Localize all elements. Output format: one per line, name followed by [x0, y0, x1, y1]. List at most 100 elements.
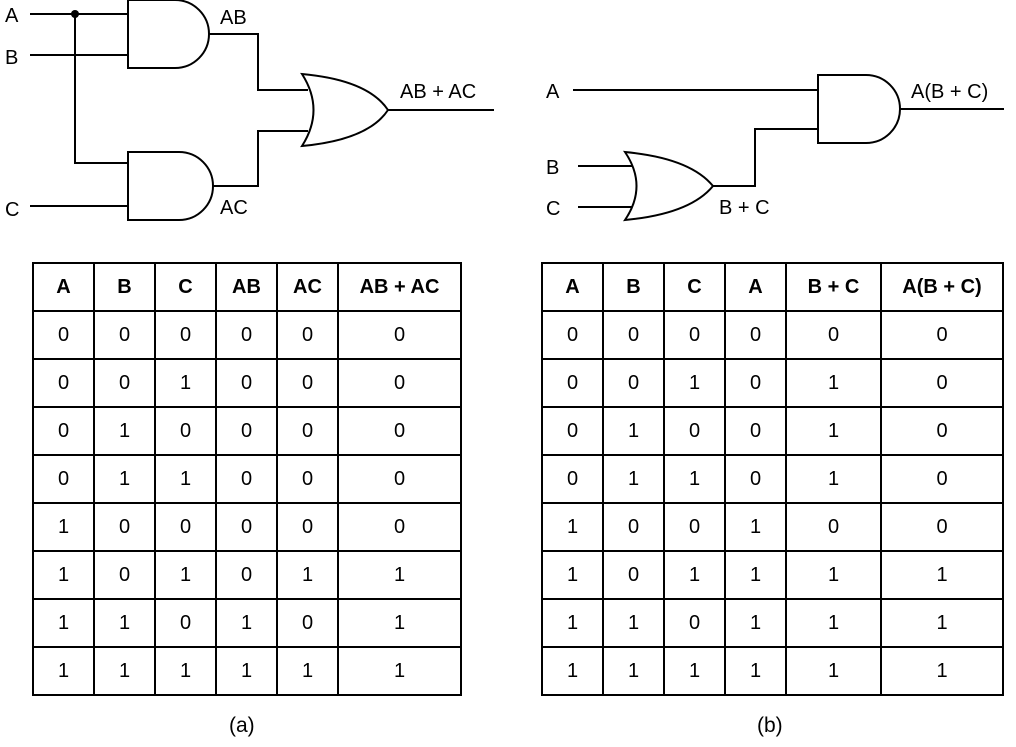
column-header: A(B + C) — [880, 262, 1004, 312]
input-label-b-b: B — [546, 157, 559, 179]
column-header: A — [541, 262, 604, 312]
wire-ac — [213, 130, 308, 187]
column-header: A — [724, 262, 787, 312]
table-cell: 0 — [785, 310, 882, 360]
table-cell: 0 — [541, 454, 604, 504]
column-header: A — [32, 262, 95, 312]
table-cell: 1 — [880, 550, 1004, 600]
table-cell: 1 — [785, 598, 882, 648]
table-cell: 0 — [93, 502, 156, 552]
column-header: AC — [276, 262, 339, 312]
label-ac: AC — [220, 197, 248, 219]
table-cell: 1 — [724, 646, 787, 696]
table-cell: 0 — [215, 406, 278, 456]
table-cell: 1 — [337, 646, 462, 696]
and-gate-top — [127, 0, 210, 69]
input-label-b: B — [5, 47, 18, 69]
and-gate-b — [817, 74, 901, 144]
table-cell: 1 — [154, 550, 217, 600]
table-cell: 0 — [337, 502, 462, 552]
table-cell: 1 — [276, 550, 339, 600]
column-header: B — [93, 262, 156, 312]
table-cell: 0 — [337, 310, 462, 360]
circuit-a: A B C AB AC AB + AC — [5, 0, 494, 221]
table-cell: 0 — [724, 406, 787, 456]
and-gate-bottom — [127, 151, 214, 221]
table-cell: 0 — [880, 502, 1004, 552]
table-cell: 0 — [541, 310, 604, 360]
table-cell: 0 — [663, 310, 726, 360]
column-header: B + C — [785, 262, 882, 312]
table-cell: 0 — [93, 358, 156, 408]
circuit-b: A B C B + C A(B + C) — [546, 74, 1004, 222]
table-cell: 0 — [215, 454, 278, 504]
circuit-diagrams: A B C AB AC AB + AC A B C B + C — [5, 0, 1004, 222]
table-cell: 0 — [93, 550, 156, 600]
table-cell: 0 — [32, 406, 95, 456]
table-cell: 1 — [32, 646, 95, 696]
table-cell: 0 — [337, 454, 462, 504]
table-cell: 0 — [880, 310, 1004, 360]
table-cell: 0 — [337, 406, 462, 456]
table-cell: 0 — [602, 502, 665, 552]
table-cell: 0 — [93, 310, 156, 360]
table-cell: 1 — [541, 646, 604, 696]
truth-table-a-body: A B C AB AC AB + AC 0 0 0 0 0 0 0 0 1 0 0 0 0 1 0 0 0 0 0 1 1 0 0 0 1 0… — [32, 262, 462, 696]
table-cell: 0 — [541, 406, 604, 456]
wire-ab — [209, 33, 308, 91]
or-gate-a — [300, 72, 390, 148]
table-cell: 0 — [724, 454, 787, 504]
table-cell: 1 — [602, 454, 665, 504]
table-cell: 1 — [663, 550, 726, 600]
input-label-a: A — [5, 5, 19, 27]
table-cell: 1 — [93, 646, 156, 696]
table-cell: 0 — [785, 502, 882, 552]
table-cell: 1 — [32, 550, 95, 600]
table-cell: 1 — [154, 454, 217, 504]
table-cell: 1 — [337, 550, 462, 600]
table-cell: 0 — [215, 310, 278, 360]
table-cell: 0 — [663, 406, 726, 456]
header-row: A B C AB AC AB + AC — [32, 262, 462, 312]
table-cell: 1 — [785, 646, 882, 696]
table-cell: 0 — [154, 406, 217, 456]
table-cell: 0 — [215, 358, 278, 408]
table-cell: 1 — [880, 646, 1004, 696]
table-cell: 0 — [276, 358, 339, 408]
table-cell: 1 — [337, 598, 462, 648]
table-cell: 0 — [541, 358, 604, 408]
label-a-bc: A(B + C) — [911, 81, 988, 103]
junction-dot — [71, 10, 79, 18]
input-label-c-b: C — [546, 198, 560, 220]
table-cell: 1 — [785, 454, 882, 504]
column-header: AB + AC — [337, 262, 462, 312]
caption-a: (a) — [229, 714, 255, 737]
input-label-c: C — [5, 199, 19, 221]
table-cell: 1 — [93, 454, 156, 504]
table-cell: 0 — [154, 598, 217, 648]
table-cell: 1 — [154, 646, 217, 696]
wire-b-plus-c — [713, 128, 818, 187]
table-cell: 1 — [785, 550, 882, 600]
table-cell: 0 — [32, 358, 95, 408]
table-cell: 0 — [276, 454, 339, 504]
table-cell: 1 — [541, 598, 604, 648]
table-cell: 0 — [880, 454, 1004, 504]
table-cell: 1 — [93, 598, 156, 648]
table-cell: 1 — [541, 550, 604, 600]
table-cell: 0 — [880, 358, 1004, 408]
